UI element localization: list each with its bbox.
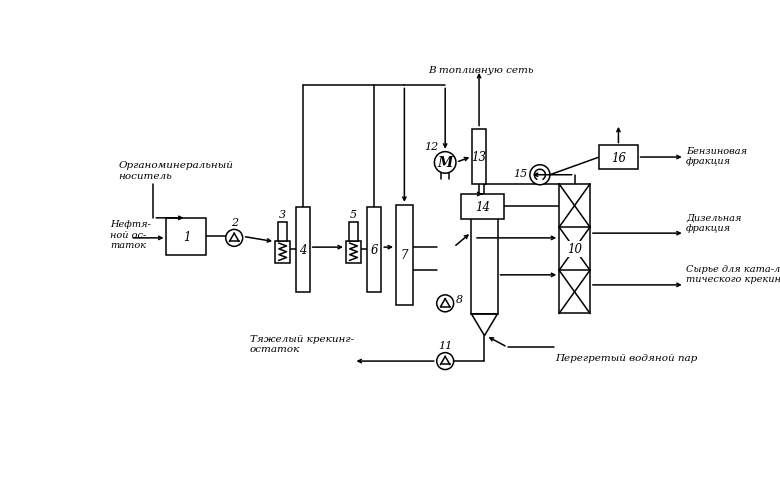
Text: 14: 14 xyxy=(475,200,490,213)
Circle shape xyxy=(437,295,454,312)
Bar xyxy=(275,241,290,263)
Bar xyxy=(349,223,358,241)
Text: 3: 3 xyxy=(279,210,286,220)
Text: Органоминеральный
носитель: Органоминеральный носитель xyxy=(119,161,233,180)
Text: 7: 7 xyxy=(401,249,408,262)
Text: 8: 8 xyxy=(456,295,463,305)
Text: 12: 12 xyxy=(424,142,438,152)
Text: 1: 1 xyxy=(183,230,190,243)
Text: 13: 13 xyxy=(472,150,487,163)
Bar xyxy=(367,208,381,292)
Circle shape xyxy=(437,353,454,370)
Circle shape xyxy=(530,165,550,185)
Circle shape xyxy=(225,230,243,247)
Circle shape xyxy=(434,152,456,174)
Bar xyxy=(166,218,207,256)
Text: 5: 5 xyxy=(350,210,357,220)
Text: Перегретый водяной пар: Перегретый водяной пар xyxy=(555,353,697,362)
Text: 16: 16 xyxy=(611,151,626,164)
Text: 11: 11 xyxy=(438,341,452,351)
Text: Тяжелый крекинг-
остаток: Тяжелый крекинг- остаток xyxy=(250,334,353,354)
Bar xyxy=(472,129,486,184)
Bar xyxy=(346,241,361,263)
Text: 4: 4 xyxy=(299,243,307,257)
Text: Нефтя-
ной ос-
таток: Нефтя- ной ос- таток xyxy=(110,220,151,249)
Bar xyxy=(599,146,638,169)
Text: Дизельная
фракция: Дизельная фракция xyxy=(686,213,742,232)
Bar xyxy=(396,205,413,305)
Text: Бензиновая
фракция: Бензиновая фракция xyxy=(686,146,747,166)
Text: Сырье для ката-ли-
тического крекинга: Сырье для ката-ли- тического крекинга xyxy=(686,265,780,284)
Text: 2: 2 xyxy=(231,217,238,227)
Text: 15: 15 xyxy=(513,169,527,179)
Bar xyxy=(461,194,504,219)
Text: 9: 9 xyxy=(481,201,488,211)
Bar xyxy=(471,214,498,314)
Bar xyxy=(559,184,590,314)
Bar xyxy=(296,208,310,292)
Text: 6: 6 xyxy=(370,243,378,257)
Text: 10: 10 xyxy=(567,242,582,256)
Text: В топливную сеть: В топливную сеть xyxy=(428,66,534,75)
Text: M: M xyxy=(438,156,453,170)
Bar xyxy=(278,223,287,241)
